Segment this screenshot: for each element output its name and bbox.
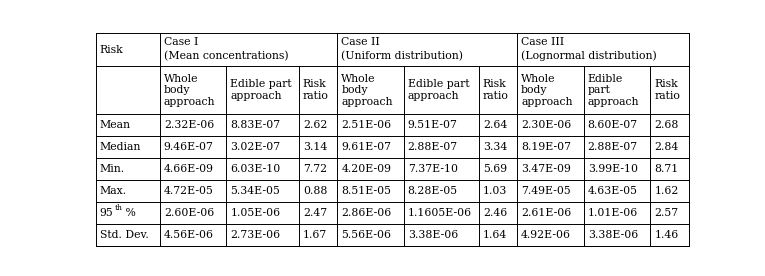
Text: (Lognormal distribution): (Lognormal distribution): [521, 50, 657, 61]
Text: 2.62: 2.62: [303, 120, 327, 130]
Text: 2.61E-06: 2.61E-06: [521, 208, 571, 218]
Text: 1.1605E-06: 1.1605E-06: [408, 208, 472, 218]
Text: 1.62: 1.62: [654, 186, 679, 196]
Text: 7.37E-10: 7.37E-10: [408, 164, 457, 174]
Text: 2.88E-07: 2.88E-07: [408, 142, 458, 152]
Text: Whole
body
approach: Whole body approach: [341, 74, 392, 107]
Text: 1.01E-06: 1.01E-06: [588, 208, 638, 218]
Text: 7.72: 7.72: [303, 164, 327, 174]
Text: %: %: [122, 208, 136, 218]
Text: 2.32E-06: 2.32E-06: [164, 120, 214, 130]
Text: Edible
part
approach: Edible part approach: [588, 74, 640, 107]
Text: (Mean concentrations): (Mean concentrations): [164, 51, 288, 61]
Text: Edible part
approach: Edible part approach: [230, 79, 292, 101]
Text: Risk
ratio: Risk ratio: [303, 79, 329, 101]
Text: 4.72E-05: 4.72E-05: [164, 186, 213, 196]
Text: 5.34E-05: 5.34E-05: [230, 186, 280, 196]
Text: 1.64: 1.64: [483, 230, 507, 240]
Text: Risk
ratio: Risk ratio: [654, 79, 680, 101]
Text: 6.03E-10: 6.03E-10: [230, 164, 281, 174]
Text: 8.60E-07: 8.60E-07: [588, 120, 638, 130]
Text: 5.69: 5.69: [483, 164, 507, 174]
Text: 3.47E-09: 3.47E-09: [521, 164, 571, 174]
Text: 9.51E-07: 9.51E-07: [408, 120, 457, 130]
Text: 0.88: 0.88: [303, 186, 327, 196]
Text: 3.99E-10: 3.99E-10: [588, 164, 638, 174]
Text: 95: 95: [99, 208, 113, 218]
Text: 4.56E-06: 4.56E-06: [164, 230, 213, 240]
Text: 5.56E-06: 5.56E-06: [341, 230, 391, 240]
Text: 7.49E-05: 7.49E-05: [521, 186, 571, 196]
Text: 2.60E-06: 2.60E-06: [164, 208, 214, 218]
Text: 3.38E-06: 3.38E-06: [588, 230, 638, 240]
Text: Max.: Max.: [99, 186, 127, 196]
Text: (Uniform distribution): (Uniform distribution): [341, 51, 463, 61]
Text: Risk: Risk: [99, 45, 123, 55]
Text: 2.51E-06: 2.51E-06: [341, 120, 392, 130]
Text: Whole
body
approach: Whole body approach: [521, 74, 573, 107]
Text: 8.71: 8.71: [654, 164, 679, 174]
Text: Case I: Case I: [164, 37, 198, 47]
Text: 1.05E-06: 1.05E-06: [230, 208, 281, 218]
Text: 1.46: 1.46: [654, 230, 679, 240]
Text: 1.67: 1.67: [303, 230, 327, 240]
Text: 1.03: 1.03: [483, 186, 507, 196]
Text: 8.83E-07: 8.83E-07: [230, 120, 281, 130]
Text: 2.57: 2.57: [654, 208, 679, 218]
Text: Case II: Case II: [341, 37, 380, 47]
Text: 2.88E-07: 2.88E-07: [588, 142, 638, 152]
Text: 2.46: 2.46: [483, 208, 507, 218]
Text: Min.: Min.: [99, 164, 125, 174]
Text: 2.64: 2.64: [483, 120, 507, 130]
Text: 3.34: 3.34: [483, 142, 507, 152]
Text: 8.28E-05: 8.28E-05: [408, 186, 458, 196]
Text: Case III: Case III: [521, 37, 565, 47]
Text: 4.66E-09: 4.66E-09: [164, 164, 213, 174]
Text: 2.68: 2.68: [654, 120, 679, 130]
Text: Median: Median: [99, 142, 142, 152]
Text: 9.61E-07: 9.61E-07: [341, 142, 391, 152]
Text: Risk
ratio: Risk ratio: [483, 79, 509, 101]
Text: 3.14: 3.14: [303, 142, 327, 152]
Text: 3.02E-07: 3.02E-07: [230, 142, 281, 152]
Text: 4.63E-05: 4.63E-05: [588, 186, 638, 196]
Text: 8.51E-05: 8.51E-05: [341, 186, 391, 196]
Text: 4.20E-09: 4.20E-09: [341, 164, 391, 174]
Text: Std. Dev.: Std. Dev.: [99, 230, 148, 240]
Text: 8.19E-07: 8.19E-07: [521, 142, 571, 152]
Text: 2.86E-06: 2.86E-06: [341, 208, 392, 218]
Text: 4.92E-06: 4.92E-06: [521, 230, 571, 240]
Text: Whole
body
approach: Whole body approach: [164, 74, 215, 107]
Text: th: th: [116, 204, 123, 212]
Text: 3.38E-06: 3.38E-06: [408, 230, 458, 240]
Text: Edible part
approach: Edible part approach: [408, 79, 470, 101]
Text: 2.73E-06: 2.73E-06: [230, 230, 281, 240]
Text: Mean: Mean: [99, 120, 131, 130]
Text: 2.30E-06: 2.30E-06: [521, 120, 571, 130]
Text: 9.46E-07: 9.46E-07: [164, 142, 213, 152]
Text: 2.84: 2.84: [654, 142, 679, 152]
Text: 2.47: 2.47: [303, 208, 327, 218]
